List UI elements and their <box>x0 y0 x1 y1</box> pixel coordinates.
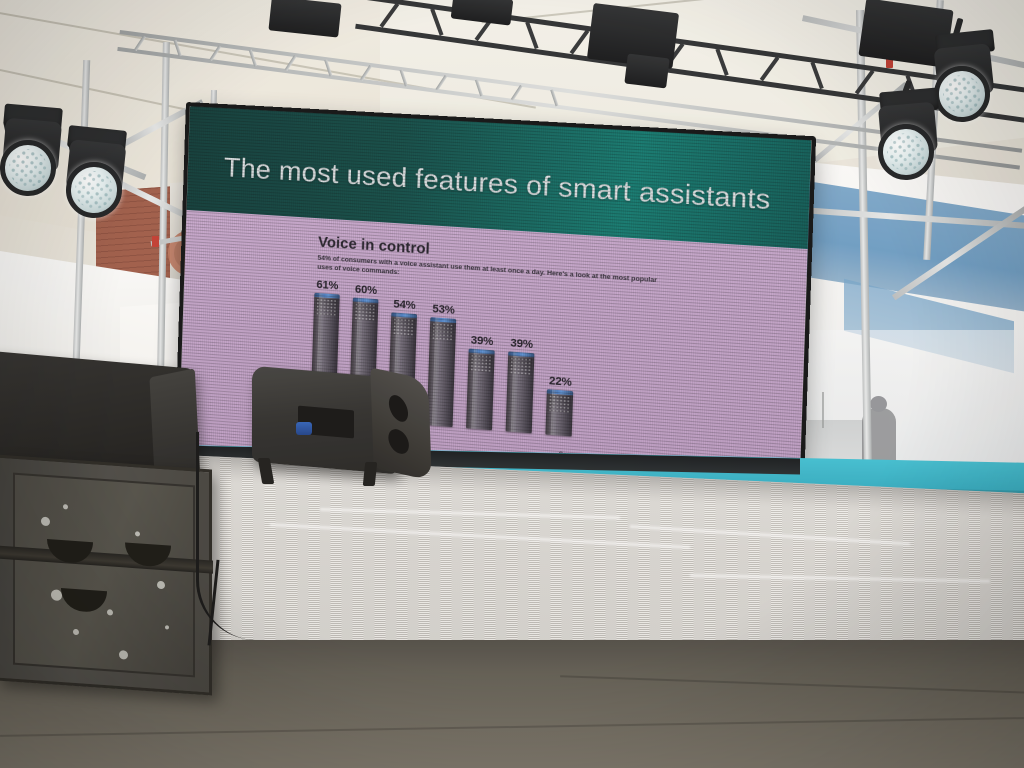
bar-value-label: 54% <box>393 298 416 313</box>
bar-column: 22%Shopping <box>545 374 574 437</box>
bar: Shopping <box>545 389 574 437</box>
wedge-side-panel <box>370 367 432 481</box>
bar: General research <box>426 317 457 428</box>
wedge-port-hole <box>385 428 413 455</box>
bar-column: 39%Getting directions <box>466 334 495 431</box>
background-lamp-post <box>822 392 824 428</box>
bar-value-label: 53% <box>432 303 455 317</box>
truss-red-marker <box>886 57 893 68</box>
slide-title: The most used features of smart assistan… <box>223 152 772 216</box>
bar: Getting directions <box>466 348 495 431</box>
bar-value-label: 60% <box>354 283 378 298</box>
wedge-foot <box>362 462 378 486</box>
wedge-port-hole <box>385 394 412 423</box>
bar-column: 53%General research <box>426 303 457 428</box>
bar-value-label: 61% <box>316 278 339 293</box>
bar: Alarms/ reminders <box>505 351 535 434</box>
bar-column: 39%Alarms/ reminders <box>505 337 535 434</box>
flight-case <box>0 454 213 696</box>
moving-head-yoke <box>624 53 670 89</box>
bar-highlight <box>550 389 558 436</box>
xlr-cable-plug <box>296 422 312 435</box>
stage-cable <box>196 432 306 640</box>
truss-red-marker <box>152 236 159 247</box>
flight-case-panel <box>13 472 195 678</box>
bar-value-label: 22% <box>548 374 572 389</box>
bar-value-label: 39% <box>510 337 534 352</box>
bar-value-label: 39% <box>470 334 494 349</box>
